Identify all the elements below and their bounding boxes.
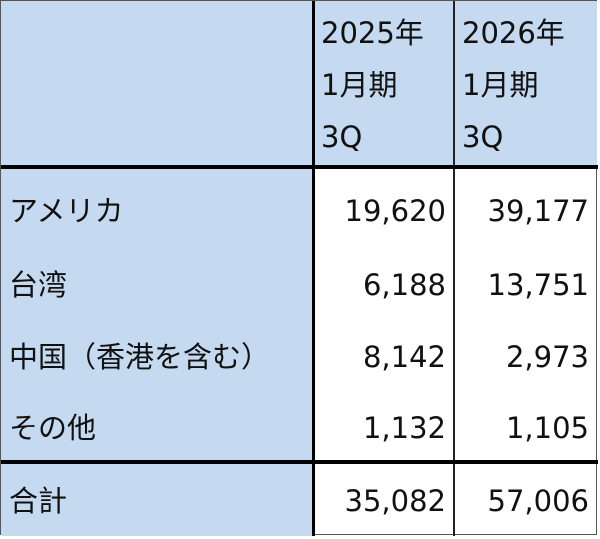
header-2026: 2026年 1月期 3Q <box>454 1 597 166</box>
total-divider <box>1 460 598 464</box>
header-year: 2026年 <box>462 16 565 50</box>
header-divider <box>1 165 598 169</box>
value-2025-china: 8,142 <box>362 340 446 374</box>
row-label-america: アメリカ <box>9 194 124 228</box>
row-label-china: 中国（香港を含む） <box>9 340 271 374</box>
value-2026-china: 2,973 <box>505 340 589 374</box>
header-quarter: 3Q <box>462 120 504 154</box>
value-2026-other: 1,105 <box>505 411 589 445</box>
row-label-total: 合計 <box>9 484 68 518</box>
header-quarter: 3Q <box>321 120 363 154</box>
column-divider-thick <box>312 1 315 536</box>
row-label-other: その他 <box>9 411 97 445</box>
header-period: 1月期 <box>462 68 539 102</box>
value-2025-taiwan: 6,188 <box>362 268 446 302</box>
column-divider <box>453 1 455 536</box>
header-2025: 2025年 1月期 3Q <box>313 1 454 166</box>
value-2025-america: 19,620 <box>344 194 446 228</box>
header-year: 2025年 <box>321 16 424 50</box>
row-header-column <box>1 1 313 536</box>
value-2026-america: 39,177 <box>487 194 589 228</box>
value-2025-total: 35,082 <box>344 484 446 518</box>
value-2025-other: 1,132 <box>362 411 446 445</box>
header-period: 1月期 <box>321 68 398 102</box>
value-2026-total: 57,006 <box>487 484 589 518</box>
value-2026-taiwan: 13,751 <box>487 268 589 302</box>
row-label-taiwan: 台湾 <box>9 268 68 302</box>
